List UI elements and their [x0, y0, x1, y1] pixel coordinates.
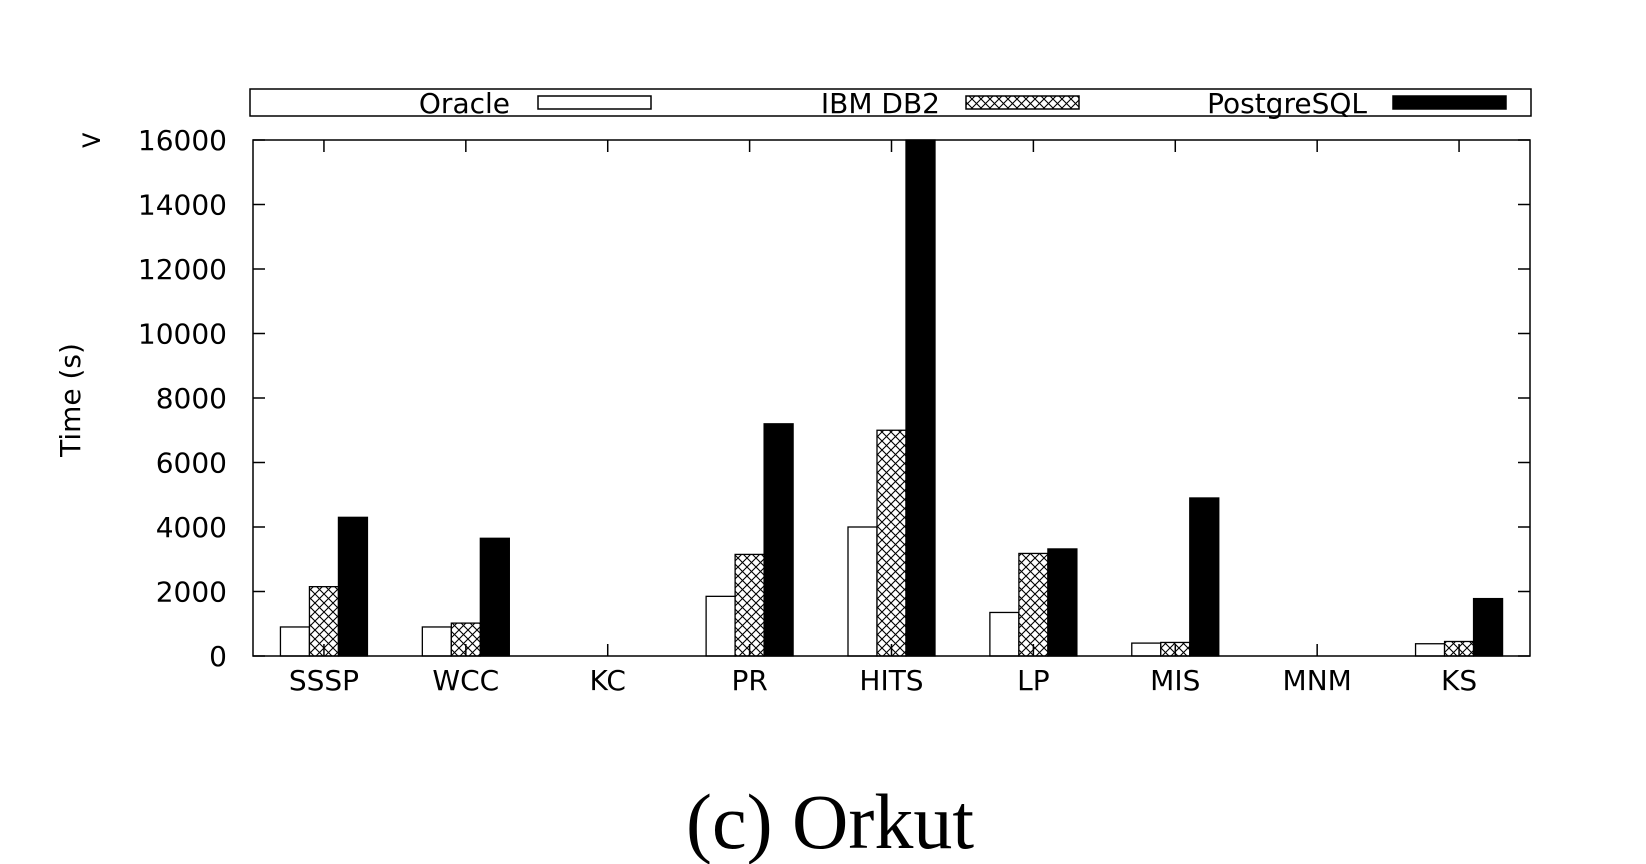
legend-swatch-postgresql: [1392, 95, 1507, 110]
bar-ibm-db2-lp: [1018, 552, 1049, 657]
legend-frame: [249, 88, 1532, 117]
y-axis-label: Time (s): [54, 343, 87, 458]
bar-oracle-sssp: [279, 626, 311, 657]
bar-postgresql-sssp: [337, 516, 369, 657]
bar-postgresql-hits: [905, 139, 936, 657]
x-tick-label: WCC: [432, 664, 499, 697]
bar-ibm-db2-hits: [876, 429, 907, 657]
plot-frame: [252, 139, 1531, 657]
legend-label-ibm-db2: IBM DB2: [821, 87, 940, 120]
bar-oracle-hits: [847, 526, 878, 657]
bars: [279, 139, 1504, 657]
y-tick-label: 4000: [156, 511, 227, 544]
y-tick-label: 14000: [138, 189, 227, 222]
x-tick-label: KC: [590, 664, 626, 697]
y-tick-label: 6000: [156, 447, 227, 480]
x-tick-label: PR: [731, 664, 767, 697]
legend-label-postgresql: PostgreSQL: [1207, 87, 1367, 120]
y-tick-label: 12000: [138, 253, 227, 286]
x-tick-label: MNM: [1283, 664, 1352, 697]
bar-postgresql-wcc: [479, 537, 510, 657]
bar-oracle-ks: [1414, 643, 1446, 657]
bar-postgresql-pr: [763, 423, 794, 657]
y-tick-label: 0: [209, 640, 227, 673]
bar-postgresql-lp: [1047, 548, 1078, 657]
x-tick-label: MIS: [1150, 664, 1200, 697]
y-tick-overflow-marker: >: [80, 123, 103, 156]
legend-swatch-oracle: [537, 95, 652, 110]
y-axis-ticks: 0 2000 4000 6000 8000 10000 12000 14000 16000 >: [80, 123, 1530, 673]
y-tick-label: 2000: [156, 576, 227, 609]
figure-caption: (c) Orkut: [686, 778, 974, 864]
legend-label-oracle: Oracle: [419, 87, 510, 120]
legend: Oracle IBM DB2 PostgreSQL: [249, 87, 1532, 120]
x-tick-label: HITS: [859, 664, 923, 697]
y-tick-label: 8000: [156, 382, 227, 415]
y-tick-label: 16000: [138, 124, 227, 157]
x-tick-label: LP: [1017, 664, 1049, 697]
bar-oracle-pr: [705, 595, 736, 657]
x-axis-ticks: SSSP WCC KC PR HITS LP MIS MNM KS: [289, 140, 1477, 697]
x-tick-label: SSSP: [289, 664, 359, 697]
bar-oracle-lp: [989, 611, 1020, 657]
y-tick-label: 10000: [138, 318, 227, 351]
legend-swatch-ibm-db2: [965, 95, 1080, 110]
bar-postgresql-ks: [1472, 597, 1504, 657]
x-tick-label: KS: [1441, 664, 1477, 697]
bar-oracle-wcc: [421, 626, 452, 657]
bar-postgresql-mis: [1189, 497, 1220, 657]
bar-ibm-db2-pr: [734, 553, 765, 657]
bar-oracle-mis: [1131, 642, 1162, 657]
